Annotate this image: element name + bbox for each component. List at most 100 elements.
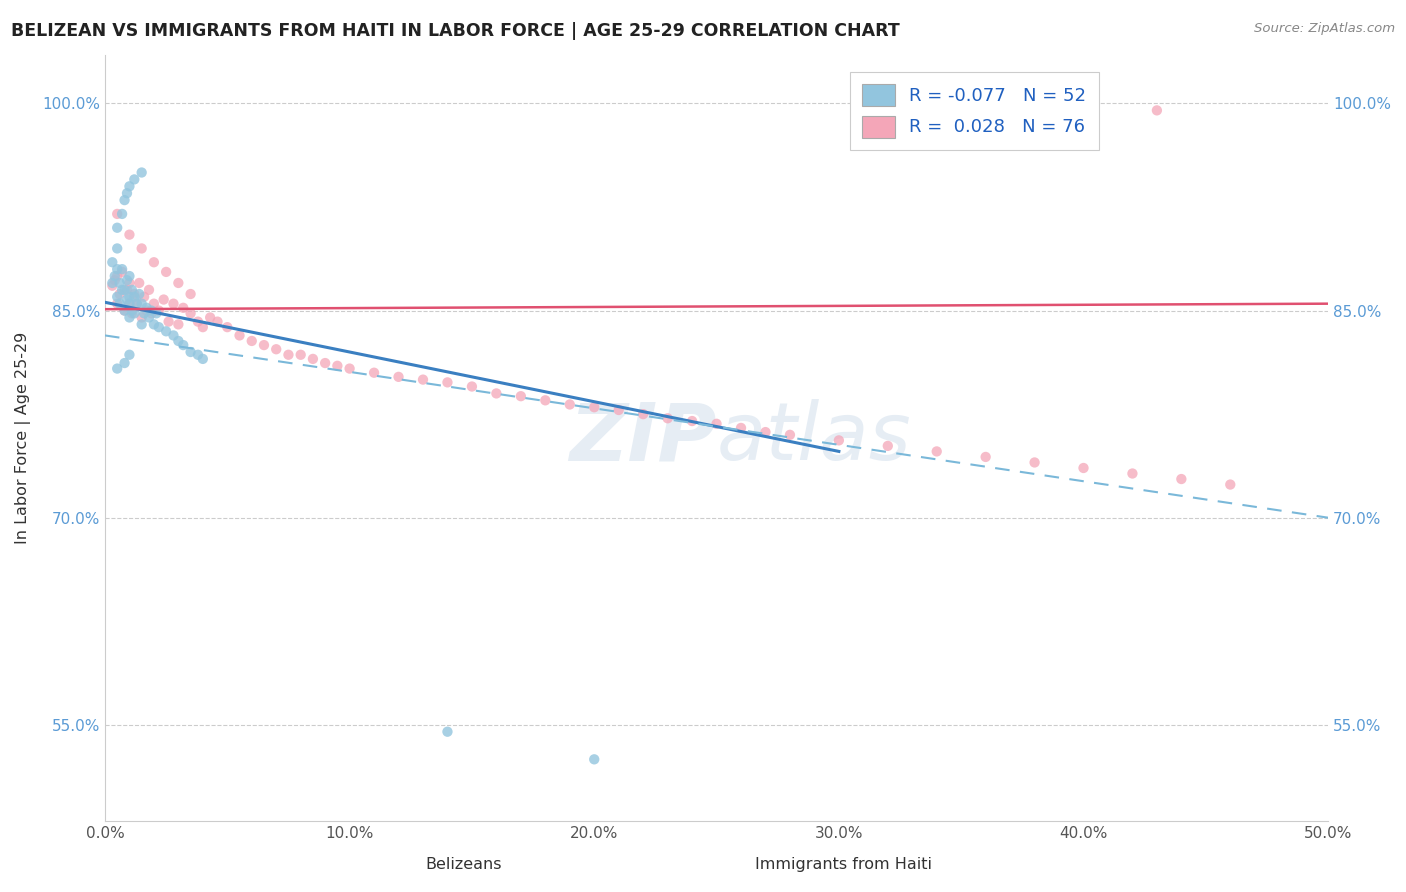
Point <box>138 283 160 297</box>
Point <box>730 421 752 435</box>
Point <box>142 318 165 332</box>
Point <box>111 207 134 221</box>
Point <box>141 303 163 318</box>
Point <box>115 273 138 287</box>
Point <box>115 186 138 201</box>
Point <box>118 179 141 194</box>
Point <box>155 265 177 279</box>
Point <box>155 324 177 338</box>
Point <box>105 268 128 283</box>
Point <box>157 315 180 329</box>
Point <box>1121 467 1143 481</box>
Point <box>412 373 434 387</box>
Point <box>108 296 131 310</box>
Point <box>657 411 679 425</box>
Point <box>135 301 157 315</box>
Point <box>132 306 155 320</box>
Point <box>534 393 557 408</box>
Point <box>240 334 263 348</box>
Point <box>105 296 128 310</box>
Point <box>152 293 174 307</box>
Point <box>128 287 150 301</box>
Point <box>145 306 167 320</box>
Point <box>114 303 136 318</box>
Point <box>101 276 124 290</box>
Point <box>1170 472 1192 486</box>
Point <box>607 403 630 417</box>
Point <box>148 303 170 318</box>
Point <box>121 306 143 320</box>
Point <box>187 315 209 329</box>
Point <box>114 193 136 207</box>
Point <box>131 296 153 310</box>
Point <box>1073 461 1095 475</box>
Point <box>125 296 148 310</box>
Point <box>180 287 202 301</box>
Point <box>162 296 184 310</box>
Point <box>207 315 229 329</box>
Point <box>583 401 606 415</box>
Point <box>754 425 776 439</box>
Point <box>387 369 409 384</box>
Text: atlas: atlas <box>717 400 911 477</box>
Text: BELIZEAN VS IMMIGRANTS FROM HAITI IN LABOR FORCE | AGE 25-29 CORRELATION CHART: BELIZEAN VS IMMIGRANTS FROM HAITI IN LAB… <box>11 22 900 40</box>
Point <box>131 318 153 332</box>
Point <box>118 227 141 242</box>
Point <box>105 220 128 235</box>
Point <box>583 752 606 766</box>
Point <box>198 310 221 325</box>
Point <box>187 348 209 362</box>
Point <box>105 290 128 304</box>
Point <box>118 310 141 325</box>
Point <box>104 273 127 287</box>
Point <box>108 287 131 301</box>
Point <box>228 328 250 343</box>
Point <box>111 283 134 297</box>
Point <box>290 348 312 362</box>
Text: Immigrants from Haiti: Immigrants from Haiti <box>755 857 932 872</box>
Point <box>828 434 851 448</box>
Point <box>138 310 160 325</box>
Point <box>124 172 146 186</box>
Point <box>114 356 136 370</box>
Point <box>167 276 190 290</box>
Point <box>118 268 141 283</box>
Point <box>180 306 202 320</box>
Point <box>172 338 194 352</box>
Point <box>132 290 155 304</box>
Point <box>121 303 143 318</box>
Point <box>363 366 385 380</box>
Point <box>118 276 141 290</box>
Point <box>485 386 508 401</box>
Point <box>876 439 898 453</box>
Point <box>118 296 141 310</box>
Point <box>105 242 128 256</box>
Point <box>631 407 654 421</box>
Point <box>974 450 997 464</box>
Point <box>461 379 484 393</box>
Point <box>105 262 128 277</box>
Point <box>142 255 165 269</box>
Point <box>217 320 239 334</box>
Point <box>118 296 141 310</box>
Point <box>180 345 202 359</box>
Point <box>114 303 136 318</box>
Text: Belizeans: Belizeans <box>426 857 502 872</box>
Text: Source: ZipAtlas.com: Source: ZipAtlas.com <box>1254 22 1395 36</box>
Point <box>148 320 170 334</box>
Point <box>115 283 138 297</box>
Point <box>167 318 190 332</box>
Point <box>105 361 128 376</box>
Point <box>326 359 349 373</box>
Point <box>339 361 361 376</box>
Point <box>1146 103 1168 118</box>
Point <box>101 278 124 293</box>
Point <box>925 444 948 458</box>
Point <box>135 303 157 318</box>
Point <box>706 417 728 431</box>
Point <box>124 290 146 304</box>
Point <box>105 207 128 221</box>
Point <box>131 310 153 325</box>
Point <box>131 242 153 256</box>
Point <box>125 296 148 310</box>
